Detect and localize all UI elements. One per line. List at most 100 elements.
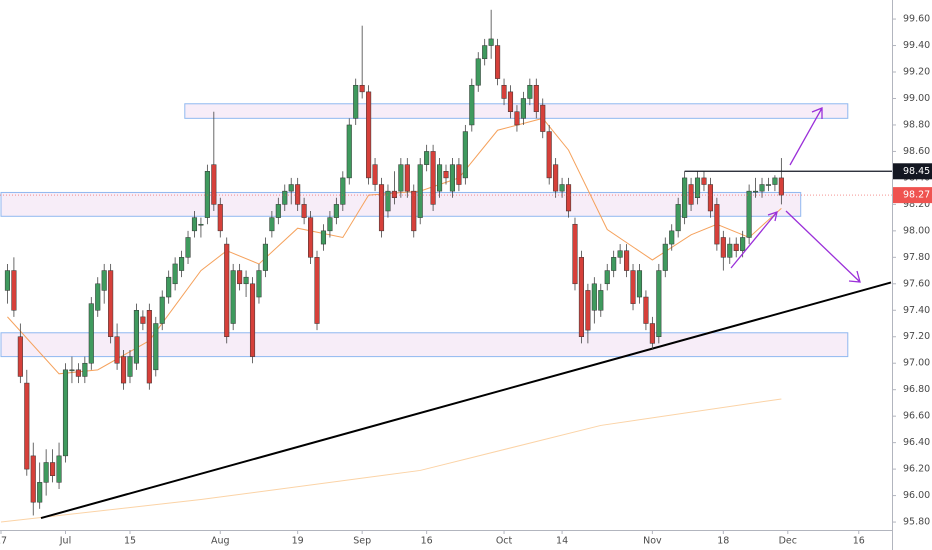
y-tick-label: 97.60 bbox=[903, 278, 930, 289]
candle-body bbox=[24, 382, 30, 470]
candle-body bbox=[469, 84, 475, 126]
candle-body bbox=[82, 362, 88, 377]
candle-body bbox=[69, 369, 75, 372]
candle-body bbox=[520, 98, 526, 119]
candle-body bbox=[385, 190, 391, 212]
candle-body bbox=[456, 164, 462, 185]
candle-body bbox=[295, 184, 301, 205]
candle-body bbox=[166, 276, 172, 298]
x-tick-label: Sep bbox=[353, 536, 371, 547]
y-tick-label: 97.00 bbox=[903, 358, 930, 369]
candle-body bbox=[191, 217, 198, 232]
candle-body bbox=[527, 84, 533, 99]
candle-body bbox=[507, 91, 514, 112]
candle-body bbox=[30, 455, 36, 503]
candle-body bbox=[179, 257, 185, 271]
candle-body bbox=[462, 131, 468, 179]
candle-body bbox=[682, 177, 688, 218]
trendline bbox=[40, 281, 892, 520]
candle-body bbox=[211, 164, 217, 205]
candle-body bbox=[224, 243, 230, 337]
candle-body bbox=[778, 177, 784, 196]
plot-area bbox=[0, 9, 892, 523]
candle-body bbox=[514, 111, 520, 126]
candle-body bbox=[108, 270, 114, 337]
candle-body bbox=[759, 184, 765, 192]
candle-body bbox=[669, 230, 675, 245]
candle-body bbox=[11, 270, 17, 311]
candle-body bbox=[675, 204, 681, 232]
candle-body bbox=[333, 204, 339, 218]
price-marker-label: 98.27 bbox=[903, 190, 930, 201]
price-marker bbox=[893, 163, 932, 180]
x-tick-label: Jul bbox=[59, 536, 71, 547]
candle-body bbox=[17, 336, 23, 377]
candle-body bbox=[746, 190, 752, 238]
candle-body bbox=[37, 482, 43, 503]
candle-body bbox=[559, 184, 565, 192]
candle-body bbox=[694, 177, 701, 199]
candle-body bbox=[43, 462, 49, 483]
candle-body bbox=[501, 84, 507, 99]
candle-body bbox=[275, 204, 281, 218]
candle-body bbox=[185, 237, 191, 258]
y-tick-label: 95.80 bbox=[903, 517, 930, 528]
candle-body bbox=[417, 164, 423, 218]
candle-body bbox=[217, 204, 223, 232]
candle-body bbox=[578, 257, 584, 337]
candle-body bbox=[127, 356, 133, 377]
candle-body bbox=[88, 303, 94, 364]
candle-body bbox=[391, 190, 397, 199]
candle-body bbox=[585, 290, 591, 331]
candle-body bbox=[256, 270, 262, 298]
candle-body bbox=[146, 310, 152, 384]
x-tick-label: Nov bbox=[643, 536, 662, 547]
price-marker-label: 98.45 bbox=[903, 166, 930, 177]
candle-body bbox=[75, 369, 81, 377]
candle-body bbox=[288, 184, 294, 192]
x-tick-label: Oct bbox=[496, 536, 513, 547]
candle-body bbox=[430, 151, 436, 205]
candle-body bbox=[701, 177, 707, 185]
price-marker bbox=[893, 187, 932, 204]
candle-body bbox=[495, 45, 501, 79]
candle-body bbox=[553, 164, 559, 192]
candle-body bbox=[656, 270, 662, 337]
candle-body bbox=[753, 190, 759, 193]
candle-body bbox=[720, 237, 726, 258]
candle-body bbox=[443, 171, 449, 179]
candle-body bbox=[482, 45, 488, 60]
candle-body bbox=[56, 455, 62, 483]
y-tick-label: 99.20 bbox=[903, 67, 930, 78]
candle-body bbox=[204, 171, 210, 218]
candle-body bbox=[372, 164, 378, 185]
y-tick-label: 96.60 bbox=[903, 411, 930, 422]
y-tick-label: 98.20 bbox=[903, 199, 930, 210]
candle-body bbox=[398, 164, 404, 192]
x-tick-label: 19 bbox=[292, 536, 304, 547]
candle-body bbox=[327, 217, 333, 232]
x-tick-label: 16 bbox=[421, 536, 433, 547]
candle-body bbox=[378, 184, 385, 232]
candle-body bbox=[301, 204, 307, 218]
candle-body bbox=[262, 243, 268, 271]
x-tick-label: 18 bbox=[717, 536, 729, 547]
annotation-arrows bbox=[730, 107, 861, 283]
candle-body bbox=[765, 184, 772, 186]
y-tick-label: 99.00 bbox=[903, 93, 930, 104]
y-tick-label: 97.40 bbox=[903, 305, 930, 316]
moving-average bbox=[0, 398, 782, 523]
x-tick-label: 17 bbox=[0, 536, 7, 547]
candle-body bbox=[346, 124, 352, 179]
candle-body bbox=[714, 204, 720, 245]
candle-body bbox=[617, 250, 623, 258]
candle-body bbox=[153, 323, 159, 371]
candle-body bbox=[449, 164, 455, 192]
candle-body bbox=[120, 356, 127, 384]
candle-body bbox=[727, 243, 733, 258]
y-tick-label: 97.20 bbox=[903, 331, 930, 342]
arrow-up bbox=[789, 107, 823, 166]
candle-body bbox=[320, 230, 327, 245]
